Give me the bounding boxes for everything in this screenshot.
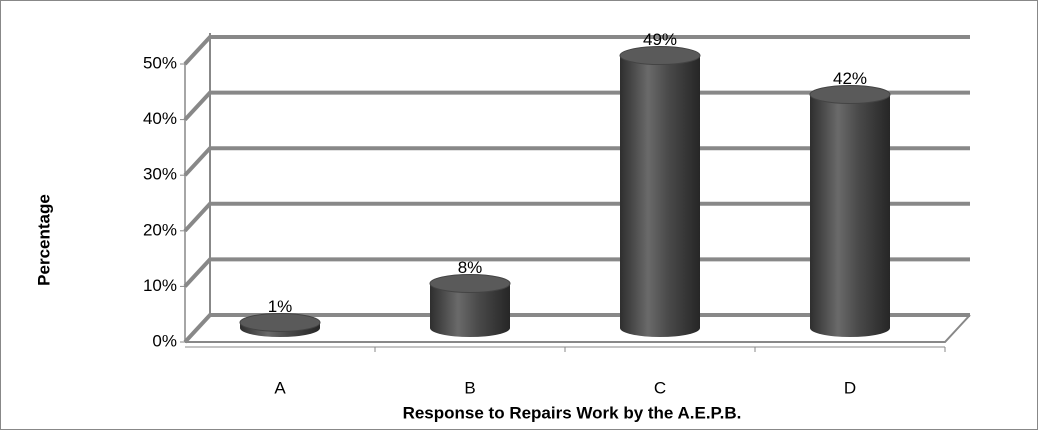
- data-label: 8%: [458, 258, 483, 277]
- grid-line: [183, 35, 970, 66]
- y-tick-label: 50%: [143, 53, 177, 72]
- x-tick-label: A: [274, 378, 286, 397]
- bar: [239, 312, 321, 337]
- grid-line: [183, 90, 970, 121]
- floor: [185, 314, 971, 343]
- bar-part: [239, 312, 321, 332]
- y-tick-label: 30%: [143, 165, 177, 184]
- y-axis-label: Percentage: [34, 194, 53, 286]
- grid-line: [183, 257, 970, 288]
- bar: [809, 84, 891, 337]
- x-tick-label: D: [844, 378, 856, 397]
- bar: [619, 46, 701, 338]
- bar-part: [619, 46, 701, 66]
- bar-part: [810, 94, 890, 337]
- data-label: 42%: [833, 69, 867, 88]
- bar-part: [429, 274, 511, 294]
- y-tick-label: 20%: [143, 220, 177, 239]
- bar: [429, 274, 511, 337]
- x-tick-label: C: [654, 378, 666, 397]
- x-axis-label: Response to Repairs Work by the A.E.P.B.: [403, 403, 742, 422]
- x-tick-label: B: [464, 378, 475, 397]
- bar-part: [620, 55, 700, 338]
- y-tick-label: 0%: [152, 331, 177, 350]
- y-tick-label: 40%: [143, 109, 177, 128]
- bar-part: [809, 84, 891, 104]
- grid-line: [183, 313, 970, 344]
- y-tick-label: 10%: [143, 276, 177, 295]
- grid-line: [183, 201, 970, 233]
- data-label: 1%: [268, 297, 293, 316]
- grid-line: [183, 146, 970, 177]
- data-label: 49%: [643, 30, 677, 49]
- bar-part: [430, 283, 510, 337]
